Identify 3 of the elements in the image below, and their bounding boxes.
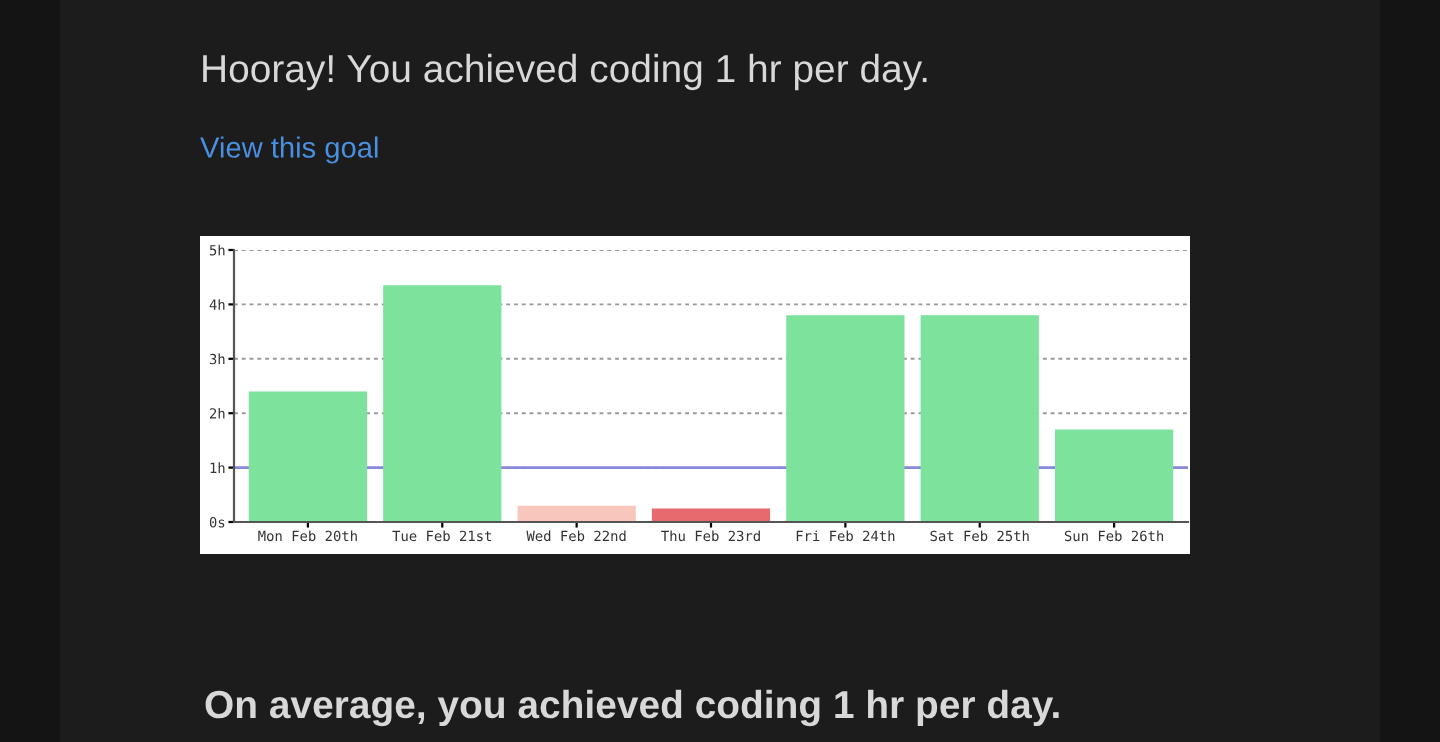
text: View this goal (200, 136, 378, 164)
chart-title: Hooray! You achieved coding 1 hr per day. (203, 53, 927, 91)
text: On average, you achieved coding 1 hr per day. (205, 689, 1059, 727)
